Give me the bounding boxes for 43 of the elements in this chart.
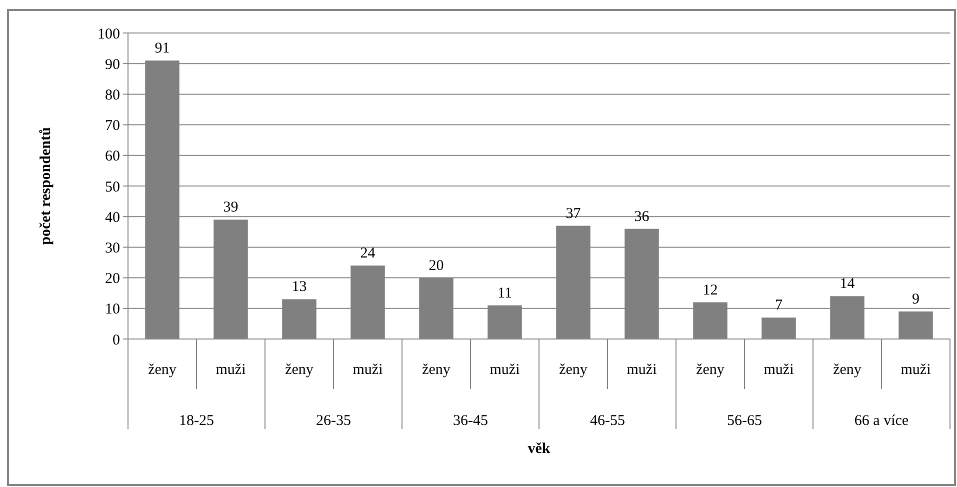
y-axis-title: počet respondentů — [38, 127, 54, 245]
y-tick-label: 30 — [105, 240, 120, 256]
data-label: 9 — [912, 291, 920, 308]
y-tick-label: 80 — [105, 87, 120, 104]
data-label: 7 — [775, 298, 783, 314]
x-tick-label: ženy — [833, 362, 862, 378]
data-label: 39 — [223, 200, 238, 216]
x-tick-label: ženy — [696, 362, 725, 378]
data-label: 14 — [840, 276, 856, 292]
data-label: 11 — [498, 285, 512, 302]
y-tick-label: 70 — [105, 118, 120, 134]
y-tick-label: 50 — [105, 179, 120, 196]
y-tick-label: 0 — [112, 332, 120, 348]
data-label: 13 — [292, 279, 307, 296]
data-label: 37 — [566, 206, 582, 222]
text: 36-45 — [453, 413, 488, 429]
x-tick-label: ženy — [422, 362, 451, 378]
data-label: 91 — [154, 40, 170, 57]
text: 26-35 — [316, 413, 351, 429]
x-tick-label: muži — [626, 362, 657, 378]
x-tick-label: muži — [900, 362, 931, 378]
x-tick-label: ženy — [285, 362, 314, 378]
x-tick-label: ženy — [559, 362, 588, 378]
y-tick-label: 100 — [98, 26, 120, 42]
x-tick-label: muži — [352, 362, 383, 378]
text: 18-25 — [179, 413, 214, 429]
x-tick-label: muži — [490, 362, 520, 378]
y-tick-label: 60 — [105, 148, 120, 165]
text: 66 a více — [854, 413, 909, 429]
data-label: 24 — [360, 246, 376, 262]
y-tick-label: 40 — [105, 210, 120, 226]
x-tick-label: muži — [764, 362, 794, 378]
y-tick-label: 10 — [105, 302, 120, 318]
x-tick-label: ženy — [148, 362, 177, 378]
data-label: 12 — [702, 282, 718, 298]
text: 46-55 — [590, 413, 625, 429]
y-tick-label: 20 — [105, 271, 120, 288]
y-tick-label: 90 — [105, 56, 120, 73]
text: 56-65 — [727, 413, 762, 429]
data-label: 36 — [634, 208, 650, 225]
x-axis-title: věk — [528, 441, 551, 457]
data-label: 20 — [428, 258, 444, 274]
x-tick-label: muži — [216, 362, 246, 378]
